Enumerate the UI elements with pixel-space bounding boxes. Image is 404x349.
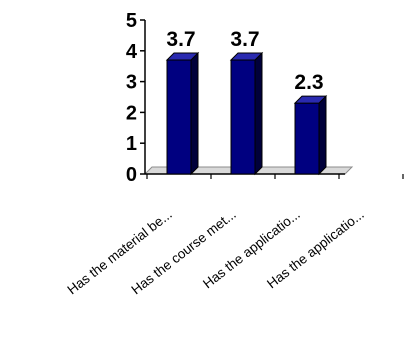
bar xyxy=(230,59,256,175)
category-label: Has the course met... xyxy=(129,207,239,298)
data-label: 3.7 xyxy=(230,28,259,51)
y-tick-label: 3 xyxy=(126,72,137,94)
bar-side xyxy=(318,94,327,176)
y-tick-label: 5 xyxy=(126,10,137,32)
bar-top xyxy=(229,52,264,61)
bar-side xyxy=(254,51,263,176)
bar xyxy=(294,102,320,175)
bar-side xyxy=(190,51,199,176)
y-tick-label: 2 xyxy=(126,102,137,124)
data-label: 2.3 xyxy=(294,71,323,94)
y-tick-label: 4 xyxy=(126,41,138,63)
category-label: Has the material be... xyxy=(65,207,175,298)
y-tick-label: 0 xyxy=(126,164,137,186)
bar-top xyxy=(293,95,328,104)
bar xyxy=(166,59,192,175)
y-tick-label: 1 xyxy=(126,133,137,155)
bar-top xyxy=(165,52,200,61)
data-label: 3.7 xyxy=(166,28,195,51)
